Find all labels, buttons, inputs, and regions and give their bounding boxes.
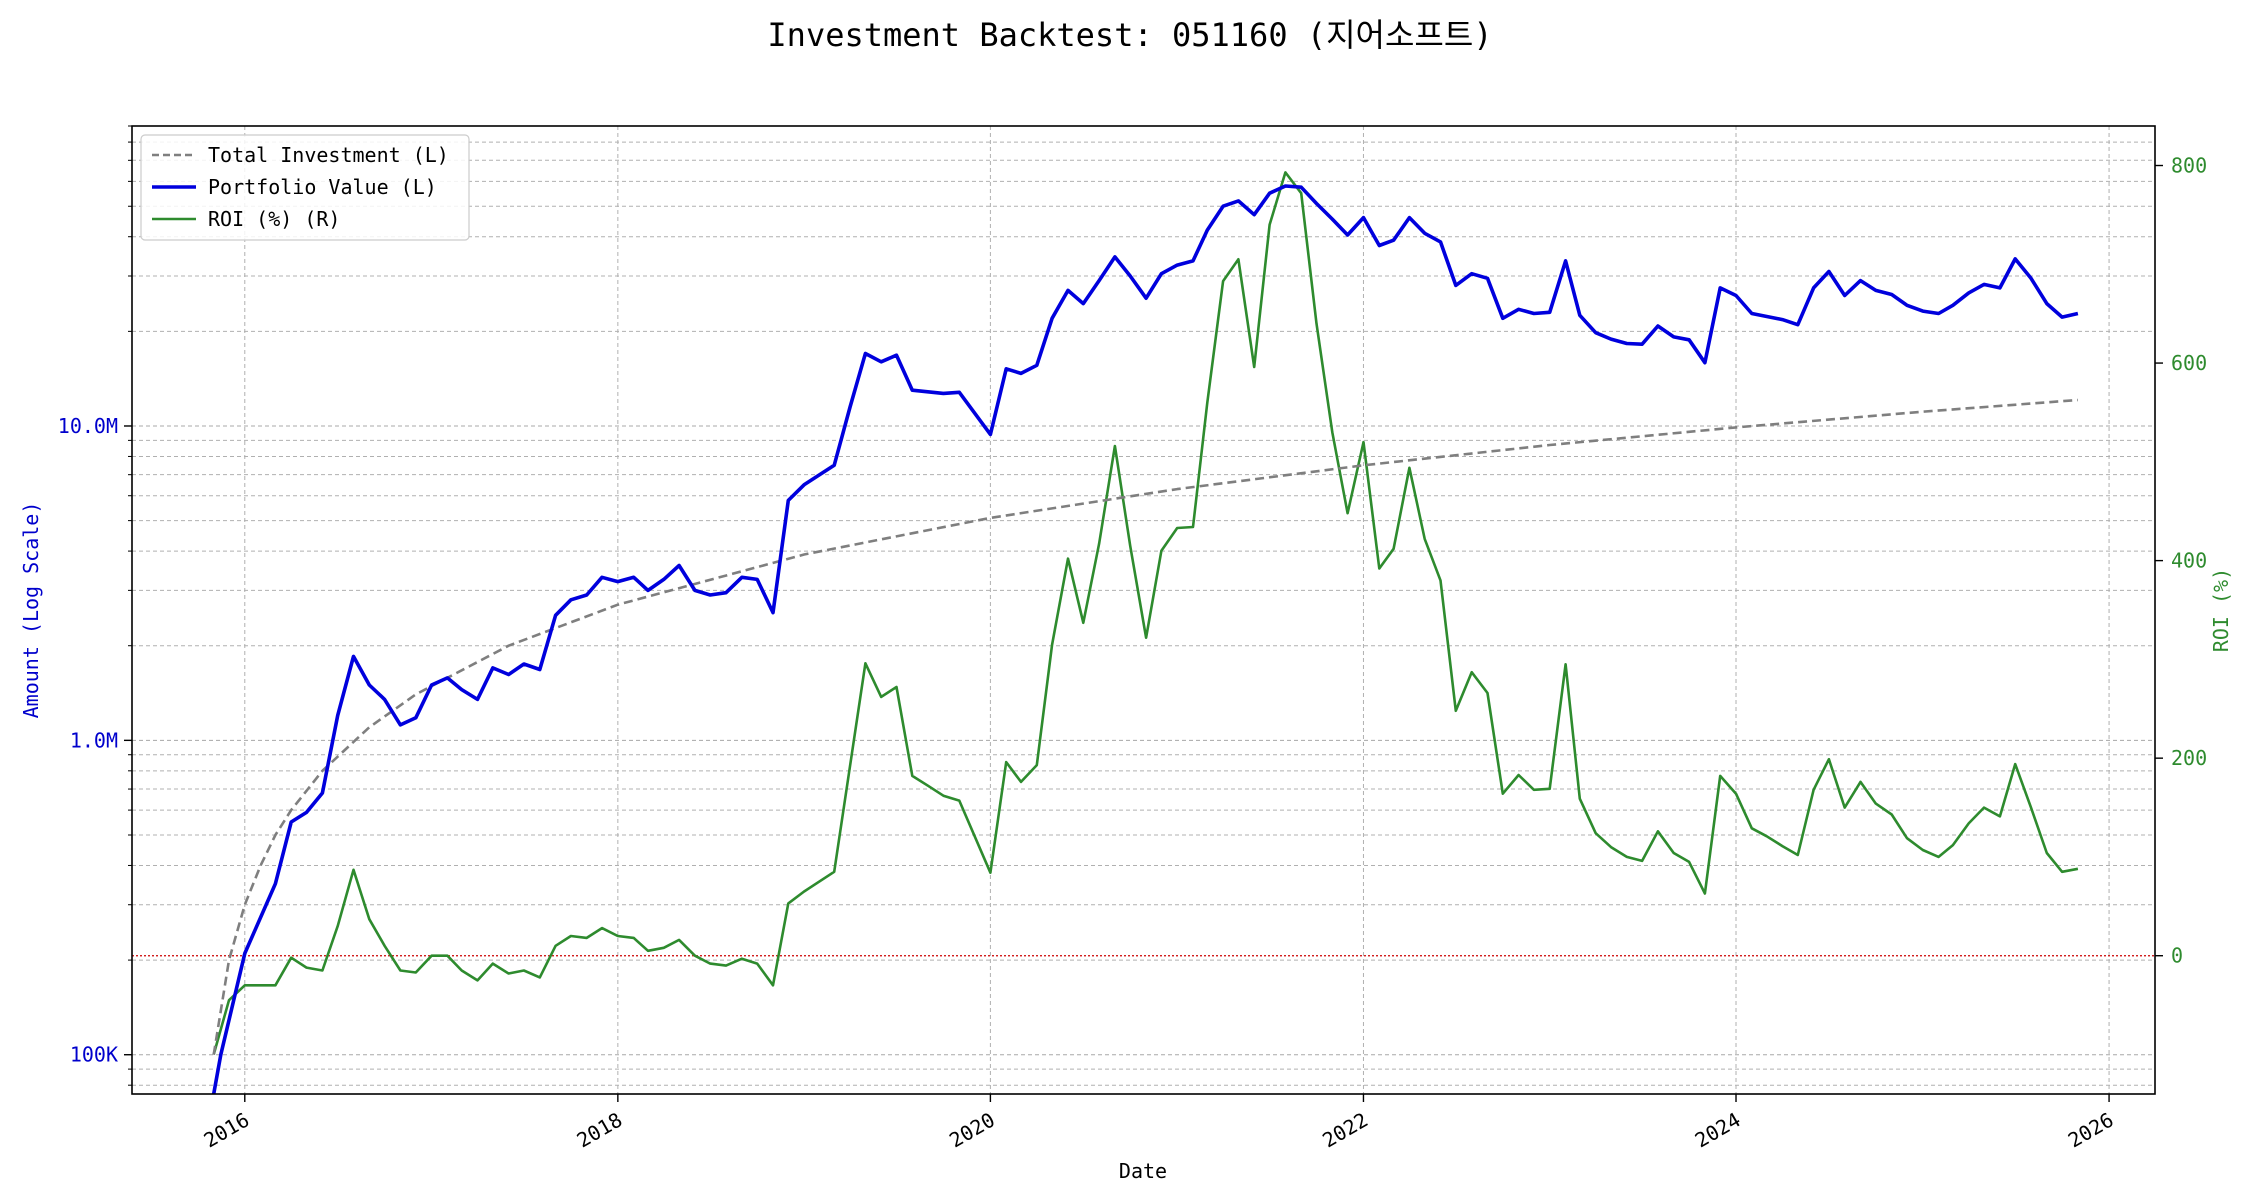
legend-label: Total Investment (L) xyxy=(208,143,449,167)
roi-line xyxy=(212,171,2079,1055)
x-axis-title: Date xyxy=(1119,1159,1167,1183)
chart-title: Investment Backtest: 051160 (지어소프트) xyxy=(767,16,1492,54)
left-tick-label: 100K xyxy=(70,1043,118,1067)
legend-label: ROI (%) (R) xyxy=(208,207,340,231)
right-tick-label: 200 xyxy=(2171,746,2207,770)
left-tick-label: 10.0M xyxy=(58,414,118,438)
right-axis-title: ROI (%) xyxy=(2209,568,2233,652)
right-y-axis: 0 200 400 600 800 xyxy=(2155,154,2207,968)
right-tick-label: 800 xyxy=(2171,154,2207,178)
total-investment-line xyxy=(212,398,2078,1055)
portfolio-value-line xyxy=(211,184,2079,1095)
left-tick-label: 1.0M xyxy=(70,728,118,752)
left-axis-title: Amount (Log Scale) xyxy=(19,502,43,719)
legend: Total Investment (L) Portfolio Value (L) R… xyxy=(140,134,470,241)
series-lines xyxy=(211,171,2079,1095)
plot-frame xyxy=(131,125,2156,1095)
left-y-axis: 100K 1.0M 10.0M xyxy=(58,125,132,1086)
legend-label: Portfolio Value (L) xyxy=(208,175,437,199)
legend-box xyxy=(140,134,470,241)
right-tick-label: 400 xyxy=(2171,549,2207,573)
right-tick-label: 600 xyxy=(2171,351,2207,375)
right-tick-label: 0 xyxy=(2171,944,2183,968)
